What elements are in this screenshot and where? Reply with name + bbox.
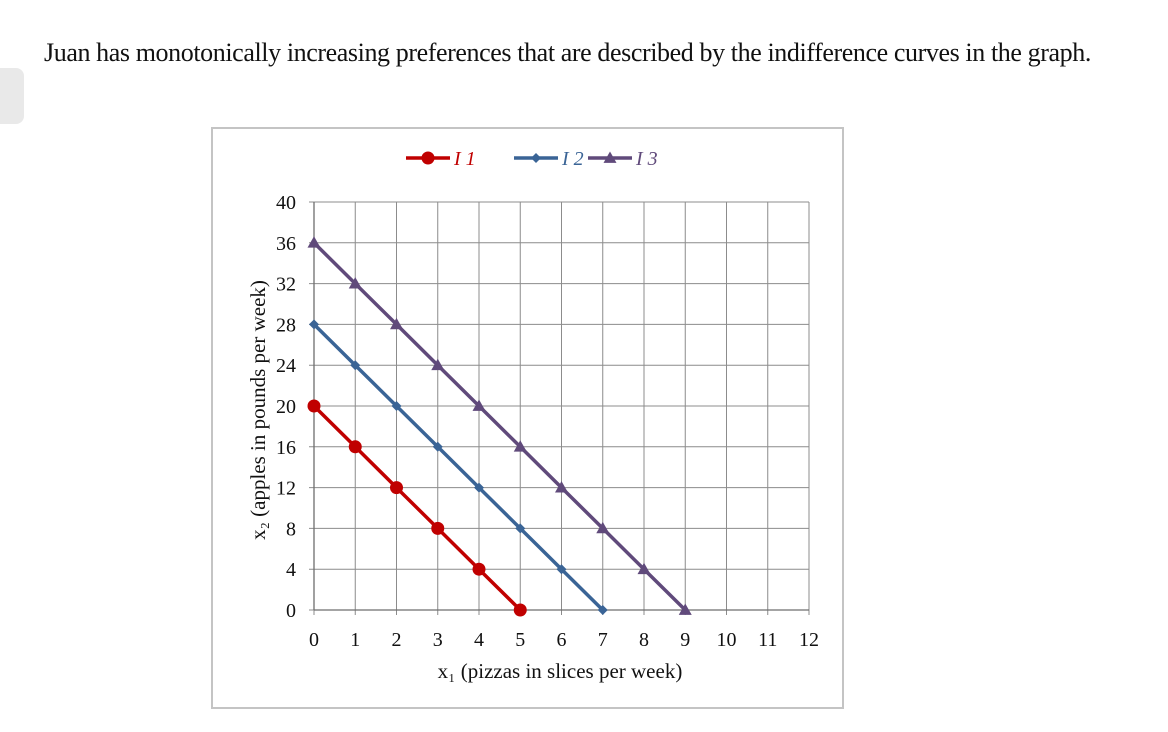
x-tick-label: 11 (758, 629, 777, 651)
series-3 (307, 236, 692, 615)
data-point (307, 236, 321, 248)
legend-label: I 2 (561, 148, 584, 170)
data-point (431, 521, 445, 535)
legend-label: I 3 (635, 148, 658, 170)
x-tick-label: 4 (474, 629, 484, 651)
x-tick-label: 2 (392, 629, 402, 651)
data-point (390, 481, 403, 495)
data-point (513, 440, 527, 452)
data-point (515, 523, 526, 534)
x-tick-label: 1 (350, 629, 360, 651)
x-tick-label: 12 (799, 629, 819, 651)
data-point (348, 440, 362, 454)
x-tick-label: 0 (309, 629, 319, 651)
series-line (312, 404, 522, 612)
y-tick-label: 4 (286, 559, 296, 581)
legend-marker (531, 153, 541, 163)
x-tick-label: 10 (717, 629, 737, 651)
data-point (513, 603, 527, 617)
y-tick-label: 8 (286, 518, 296, 540)
data-point (555, 481, 568, 493)
x-tick-label: 7 (598, 629, 608, 651)
chart-grid (309, 201, 810, 615)
legend-item-2: I 2 (514, 148, 584, 170)
chart-legend: I 1 I 2 I 3 (406, 148, 658, 170)
y-tick-label: 36 (276, 233, 296, 255)
x-tick-label: 5 (515, 629, 525, 651)
data-point (596, 521, 610, 534)
y-tick-label: 24 (276, 355, 296, 377)
y-tick-label: 0 (286, 600, 296, 622)
data-point (432, 441, 443, 452)
legend-marker (421, 151, 435, 165)
y-axis-title: x₂ (apples in pounds per week) (246, 280, 270, 540)
x-axis-title: x₁ (pizzas in slices per week) (438, 659, 683, 683)
y-tick-label: 40 (276, 192, 296, 214)
data-point (391, 401, 402, 411)
chart-frame (211, 127, 844, 709)
x-tick-label: 8 (639, 629, 649, 651)
data-point (307, 399, 321, 413)
data-point (597, 605, 608, 615)
legend-item-3: I 3 (588, 148, 658, 170)
y-tick-label: 28 (276, 314, 296, 336)
y-tick-label: 32 (276, 274, 296, 296)
data-point (309, 319, 319, 330)
y-tick-label: 16 (276, 437, 296, 459)
data-point (556, 564, 567, 575)
legend-marker (603, 151, 617, 163)
y-tick-label: 12 (276, 478, 296, 500)
x-tick-label: 6 (557, 629, 567, 651)
series-2 (309, 319, 608, 615)
data-point (390, 317, 403, 330)
x-tick-label: 3 (433, 629, 443, 651)
data-point (431, 358, 445, 371)
legend-item-1: I 1 (406, 148, 476, 170)
y-tick-label: 20 (276, 396, 296, 418)
data-point (678, 603, 692, 615)
data-point (472, 399, 486, 411)
data-point (474, 482, 484, 493)
question-text: Juan has monotonically increasing prefer… (44, 38, 1091, 67)
series-1 (307, 399, 527, 617)
data-point (348, 277, 362, 289)
data-point (637, 562, 651, 575)
side-panel-tab[interactable] (0, 68, 24, 124)
data-point (350, 360, 361, 371)
x-tick-label: 9 (680, 629, 690, 651)
data-point (472, 562, 486, 576)
series-line (312, 241, 687, 612)
chart-series (307, 236, 692, 617)
series-line (312, 323, 604, 612)
legend-label: I 1 (453, 148, 476, 170)
